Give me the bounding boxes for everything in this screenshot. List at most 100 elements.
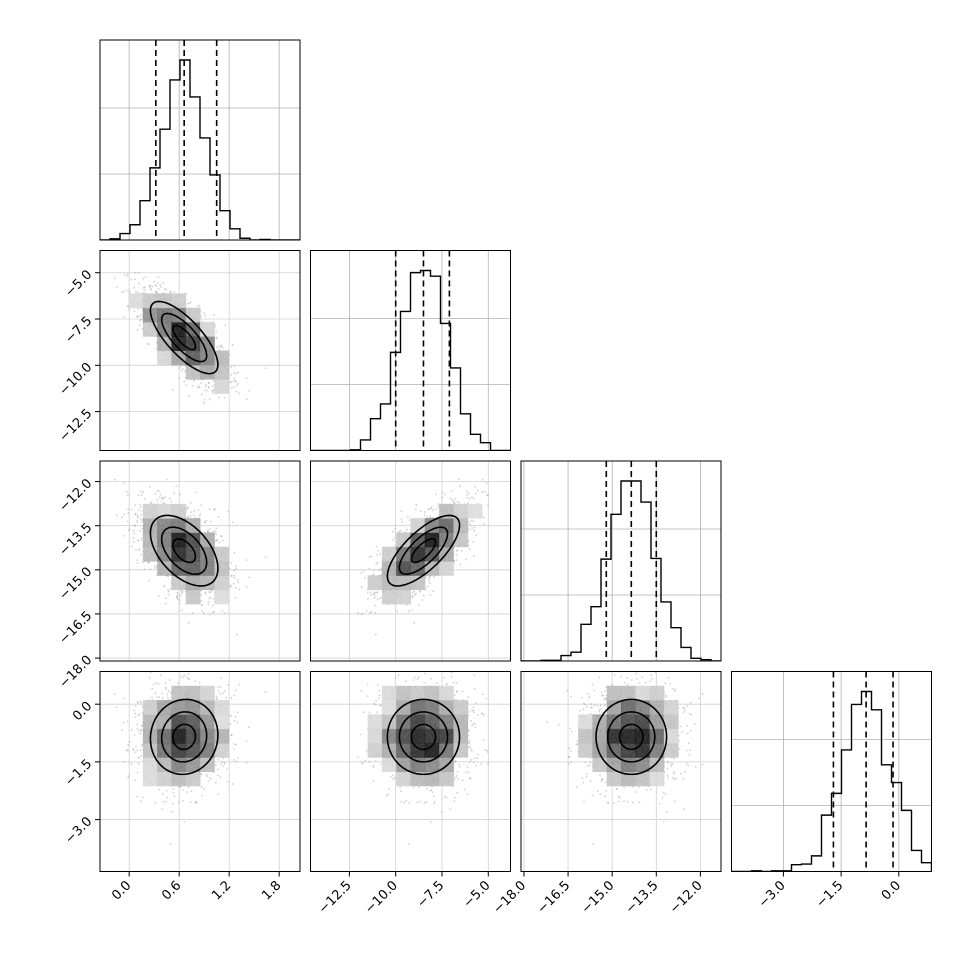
sample-point xyxy=(428,576,431,579)
sample-point xyxy=(234,379,237,382)
sample-point xyxy=(451,498,454,501)
sample-point xyxy=(264,556,267,558)
sample-point xyxy=(136,521,139,524)
sample-point xyxy=(169,497,171,500)
sample-point xyxy=(156,282,159,285)
sample-point xyxy=(133,310,136,313)
sample-point xyxy=(455,559,458,562)
sample-point xyxy=(373,592,376,595)
sample-point xyxy=(204,314,207,317)
sample-point xyxy=(236,382,239,385)
sample-point xyxy=(175,485,178,488)
sample-point xyxy=(411,592,414,594)
sample-point xyxy=(159,283,162,286)
sample-point xyxy=(209,591,212,594)
sample-point xyxy=(201,609,203,612)
sample-point xyxy=(487,494,490,497)
sample-point xyxy=(486,494,488,497)
sample-point xyxy=(233,377,236,380)
y-tick-label: −13.5 xyxy=(57,520,96,559)
sample-point xyxy=(362,570,365,573)
sample-point xyxy=(215,539,218,542)
sample-point xyxy=(127,289,129,292)
sample-point xyxy=(115,514,118,517)
sample-point xyxy=(201,604,203,606)
sample-point xyxy=(423,514,426,517)
density-cell xyxy=(214,546,230,562)
sample-point xyxy=(473,529,476,532)
density-cell xyxy=(410,575,426,591)
sample-point xyxy=(160,500,163,503)
sample-point xyxy=(468,497,471,500)
sample-point xyxy=(419,510,422,513)
sample-point xyxy=(213,508,215,511)
sample-point xyxy=(163,584,166,587)
sample-point xyxy=(180,369,183,372)
sample-point xyxy=(453,560,456,562)
sample-point xyxy=(411,595,414,597)
sample-point xyxy=(426,585,429,588)
sample-point xyxy=(218,348,221,351)
density-cell xyxy=(171,503,187,519)
sample-point xyxy=(127,508,129,511)
density-cell xyxy=(214,575,230,591)
sample-point xyxy=(412,595,414,598)
sample-point xyxy=(209,527,212,530)
sample-point xyxy=(125,274,128,277)
sample-point xyxy=(156,291,159,294)
sample-point xyxy=(123,482,126,485)
sample-point xyxy=(198,515,201,517)
sample-point xyxy=(487,504,489,507)
sample-point xyxy=(245,398,248,401)
sample-point xyxy=(187,302,189,305)
sample-point xyxy=(126,305,129,307)
sample-point xyxy=(164,288,166,290)
sample-point xyxy=(415,504,418,507)
sample-point xyxy=(245,377,248,380)
sample-point xyxy=(406,528,408,531)
sample-point xyxy=(142,277,145,280)
sample-point xyxy=(245,559,248,561)
sample-point xyxy=(134,272,137,274)
sample-point xyxy=(187,394,190,397)
sample-point xyxy=(156,498,159,501)
sample-point xyxy=(466,490,468,493)
sample-point xyxy=(207,603,210,606)
sample-point xyxy=(230,584,233,587)
panel-frame xyxy=(520,460,722,662)
sample-point xyxy=(128,307,130,310)
sample-point xyxy=(136,559,139,562)
sample-point xyxy=(148,579,150,582)
sample-point xyxy=(236,578,239,581)
sample-point xyxy=(181,592,183,595)
sample-point xyxy=(218,541,221,544)
sample-point xyxy=(192,379,195,381)
sample-point xyxy=(203,398,206,401)
sample-point xyxy=(136,516,139,519)
sample-point xyxy=(369,611,372,614)
sample-point xyxy=(211,589,213,592)
sample-point xyxy=(115,286,118,289)
sample-point xyxy=(176,592,179,594)
sample-point xyxy=(176,596,179,599)
panel-frame xyxy=(99,460,301,662)
sample-point xyxy=(141,561,144,564)
sample-point xyxy=(373,597,375,599)
sample-point xyxy=(215,330,218,333)
y-tick-label: −15.0 xyxy=(57,565,96,604)
sample-point xyxy=(234,597,237,600)
sample-point xyxy=(196,386,199,389)
sample-point xyxy=(180,365,183,368)
sample-point xyxy=(122,534,125,537)
sample-point xyxy=(411,609,414,612)
sample-point xyxy=(375,591,378,594)
sample-point xyxy=(408,519,411,522)
density-cell xyxy=(214,561,230,576)
sample-point xyxy=(164,602,167,605)
sample-point xyxy=(139,529,141,532)
density-cell xyxy=(381,589,397,605)
sample-point xyxy=(140,553,142,556)
sample-point xyxy=(375,562,378,565)
density-cell xyxy=(185,307,201,323)
sample-point xyxy=(460,550,463,552)
